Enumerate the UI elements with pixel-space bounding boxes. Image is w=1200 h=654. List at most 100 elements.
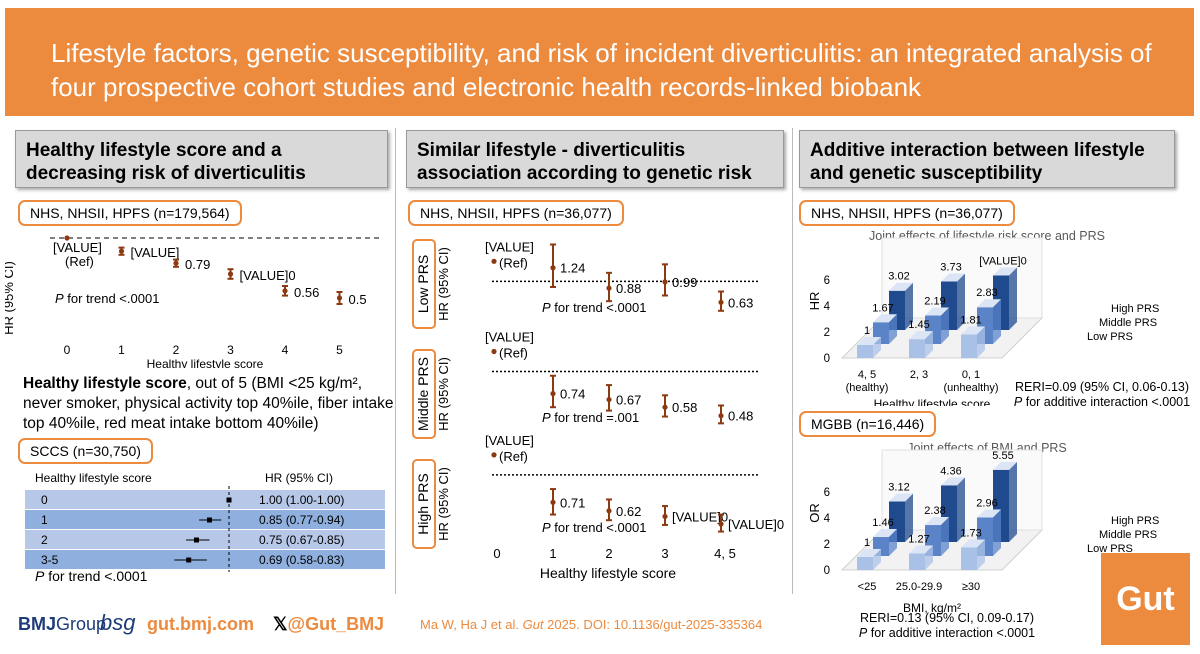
x-tick-label: 3 (227, 343, 234, 357)
y-tick-label: 6 (824, 487, 830, 499)
panel-lifestyle-score: Healthy lifestyle score and a decreasing… (5, 128, 396, 594)
data-label: 0.58 (672, 400, 697, 415)
bar-data-label: 4.36 (940, 465, 961, 477)
bar-data-label: 1.73 (960, 528, 981, 540)
x-tick-label: 0, 1 (962, 369, 980, 381)
bsg-logo[interactable]: bsg (100, 610, 136, 635)
y-tick-label: 4 (824, 301, 831, 313)
bar-side (941, 517, 949, 556)
sccs-hr: 0.85 (0.77-0.94) (259, 513, 344, 527)
bar-side (889, 314, 897, 344)
bar-data-label: 3.02 (888, 271, 909, 283)
bar-top (961, 539, 985, 548)
bar-data-label: 1.46 (872, 517, 893, 529)
bar-top (889, 493, 913, 502)
ref-label: (Ref) (499, 346, 528, 361)
reri1: RERI=0.09 (95% CI, 0.06-0.13) P for addi… (1013, 380, 1191, 409)
x-axis-label: Healthy lifestyle score (147, 357, 264, 368)
strata-label: Middle PRS (415, 357, 431, 431)
hr-point (606, 285, 612, 291)
x-tick-label: 0 (64, 343, 71, 357)
bar-top (873, 314, 897, 323)
strata-label: Low PRS (415, 255, 431, 313)
data-label: [VALUE] (485, 433, 534, 448)
bar-top (993, 267, 1017, 276)
gut-journal-logo[interactable]: Gut (1101, 553, 1190, 645)
x-tick-label: 3 (661, 546, 668, 561)
x-tick-label: <25 (858, 581, 877, 593)
sccs-col1-header: Healthy lifestyle score (35, 471, 152, 485)
bar-side (1009, 267, 1017, 330)
y-tick-label: 0 (824, 353, 830, 365)
trend-label: P for trend <.0001 (542, 520, 646, 535)
x-tick-label: 1 (118, 343, 125, 357)
data-label: [VALUE] (53, 240, 102, 255)
sccs-score: 2 (41, 533, 48, 547)
bar-side (873, 337, 881, 358)
legend-label: Middle PRS (1099, 317, 1157, 329)
hr-point (550, 265, 556, 271)
data-label: [VALUE]0 (672, 509, 728, 524)
sccs-hr: 0.69 (0.58-0.83) (259, 553, 344, 567)
y-tick-label: 2 (824, 539, 830, 551)
x-tick-label: 4, 5 (858, 369, 876, 381)
bmj-group-logo[interactable]: BMJGroup (18, 614, 107, 634)
bar-top (873, 529, 897, 538)
bar-top (961, 326, 985, 335)
bar-top (993, 461, 1017, 470)
x-tick-sublabel: (unhealthy) (943, 382, 998, 394)
legend-label: Middle PRS (1099, 529, 1157, 541)
data-label: 0.56 (294, 285, 319, 300)
bar-top (909, 331, 933, 340)
panel-additive-interaction: Additive interaction between lifestyle a… (797, 128, 1197, 640)
x-tick-label: 5 (336, 343, 343, 357)
strata-label-box (412, 239, 436, 329)
trend-label: P for trend =.001 (542, 410, 639, 425)
hr-point (606, 396, 612, 403)
bar-data-label: 1 (864, 537, 870, 549)
bar-data-label: 2.19 (924, 296, 945, 308)
bar-side (957, 273, 965, 330)
x-tick-label: 4 (282, 343, 289, 357)
data-label: 0.67 (616, 393, 641, 408)
joint-effects-lifestyle-chart: Joint effects of lifestyle risk score an… (807, 229, 1159, 406)
bar-data-label: 1 (864, 325, 870, 337)
bar-front (857, 557, 873, 570)
sccs-point (207, 517, 212, 523)
sccs-hr: 0.75 (0.67-0.85) (259, 533, 344, 547)
bar-front (909, 553, 925, 570)
y-axis-label: HR (95% CI) (436, 467, 451, 541)
strata-label-box (412, 349, 436, 439)
y-tick-label: 2 (824, 327, 830, 339)
hr-point (491, 348, 497, 355)
bar-data-label: 1.81 (960, 314, 981, 326)
y-tick-label: 6 (824, 275, 830, 287)
panel1-description: Healthy lifestyle score, out of 5 (BMI <… (23, 374, 395, 434)
bar-data-label: 2.38 (924, 505, 945, 517)
data-label: 0.62 (616, 504, 641, 519)
bar-top (857, 337, 881, 345)
hr-point (491, 258, 497, 264)
x-social-link[interactable]: 𝕏@Gut_BMJ (273, 614, 385, 634)
site-link[interactable]: gut.bmj.com (147, 614, 254, 634)
bar-top (941, 477, 965, 486)
hr-point (282, 288, 288, 294)
bar-top (977, 299, 1001, 308)
bar-side (977, 539, 985, 570)
y-axis-label: HR (807, 292, 822, 311)
data-label: 0.88 (616, 281, 641, 296)
data-label: [VALUE]0 (240, 268, 296, 283)
desc-bold: Healthy lifestyle score (23, 375, 187, 392)
x-tick-sublabel: (healthy) (846, 382, 889, 394)
legend-label: Low PRS (1087, 543, 1133, 555)
bar-side (941, 307, 949, 344)
data-label: 0.63 (728, 295, 753, 310)
hr-point (173, 260, 179, 266)
ref-label: (Ref) (499, 255, 528, 270)
sccs-row (25, 490, 385, 509)
ref-label: (Ref) (499, 449, 528, 464)
data-label: [VALUE] (131, 245, 180, 260)
sccs-point (186, 557, 192, 563)
bar-side (905, 493, 913, 542)
sccs-score: 1 (41, 513, 48, 527)
